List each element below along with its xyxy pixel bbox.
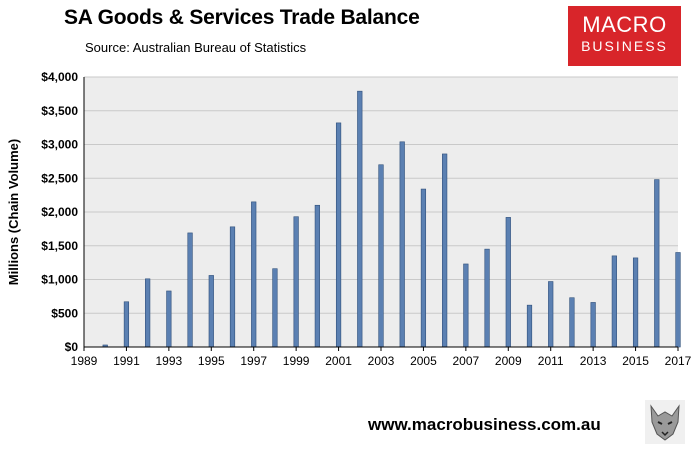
bar bbox=[505, 217, 511, 348]
logo-line-2: BUSINESS bbox=[581, 38, 668, 54]
bar bbox=[166, 290, 172, 348]
x-tick-label: 2015 bbox=[622, 354, 649, 368]
y-tick-label: $2,000 bbox=[41, 205, 78, 219]
bar bbox=[611, 255, 617, 348]
bar bbox=[548, 281, 554, 348]
x-tick-label: 2009 bbox=[495, 354, 522, 368]
chart-source: Source: Australian Bureau of Statistics bbox=[85, 40, 307, 55]
x-tick-label: 2017 bbox=[665, 354, 692, 368]
bar bbox=[335, 122, 342, 348]
bar bbox=[399, 141, 405, 348]
y-tick-labels: $0 $500 $1,000 $1,500 $2,000 $2,500 $3,000 $3,5… bbox=[41, 70, 78, 354]
y-tick-label: $3,000 bbox=[41, 138, 78, 152]
y-axis-label: Millions (Chain Volume) bbox=[6, 139, 21, 285]
y-tick-label: $500 bbox=[51, 306, 78, 320]
bar bbox=[229, 226, 236, 348]
bar bbox=[378, 164, 384, 348]
logo-line-1: MACRO bbox=[582, 12, 667, 37]
x-tick-label: 2013 bbox=[580, 354, 607, 368]
x-tick-labels: 1989 1991 1993 1995 1997 1999 2001 2003 2005 2007… bbox=[71, 354, 692, 368]
y-tick-label: $1,000 bbox=[41, 273, 78, 287]
bar bbox=[208, 275, 214, 348]
bar bbox=[357, 90, 363, 348]
bar bbox=[463, 263, 469, 348]
x-tick-label: 1995 bbox=[198, 354, 225, 368]
x-tick-label: 2007 bbox=[453, 354, 480, 368]
bar bbox=[145, 278, 151, 348]
wolf-logo-icon bbox=[645, 400, 685, 444]
bar-series bbox=[102, 90, 681, 348]
bar bbox=[569, 297, 575, 348]
axes bbox=[83, 77, 679, 351]
x-tick-label: 1991 bbox=[113, 354, 140, 368]
bar bbox=[442, 153, 448, 348]
bar bbox=[484, 248, 490, 348]
bar bbox=[632, 257, 639, 348]
y-tick-label: $0 bbox=[65, 340, 79, 354]
x-tick-label: 1993 bbox=[156, 354, 183, 368]
x-tick-label: 1999 bbox=[283, 354, 310, 368]
bar bbox=[314, 204, 320, 348]
bar bbox=[675, 252, 681, 348]
y-tick-label: $1,500 bbox=[41, 239, 78, 253]
bar bbox=[272, 268, 278, 348]
bar bbox=[293, 216, 299, 348]
bar bbox=[187, 232, 193, 348]
x-tick-label: 2005 bbox=[410, 354, 437, 368]
y-tick-label: $2,500 bbox=[41, 171, 78, 185]
x-tick-label: 2001 bbox=[325, 354, 352, 368]
bar bbox=[420, 188, 427, 348]
bar bbox=[654, 179, 660, 348]
x-tick-label: 1997 bbox=[240, 354, 267, 368]
macrobusiness-logo: MACRO BUSINESS bbox=[568, 6, 681, 66]
bar bbox=[526, 304, 533, 348]
footer-url: www.macrobusiness.com.au bbox=[368, 415, 601, 434]
y-tick-label: $3,500 bbox=[41, 104, 78, 118]
bar bbox=[123, 301, 130, 348]
x-tick-label: 2003 bbox=[368, 354, 395, 368]
bar bbox=[251, 201, 257, 348]
x-tick-label: 1989 bbox=[71, 354, 98, 368]
bar bbox=[590, 302, 596, 348]
x-tick-label: 2011 bbox=[538, 354, 564, 368]
chart-title: SA Goods & Services Trade Balance bbox=[64, 6, 420, 29]
y-tick-label: $4,000 bbox=[41, 70, 78, 84]
